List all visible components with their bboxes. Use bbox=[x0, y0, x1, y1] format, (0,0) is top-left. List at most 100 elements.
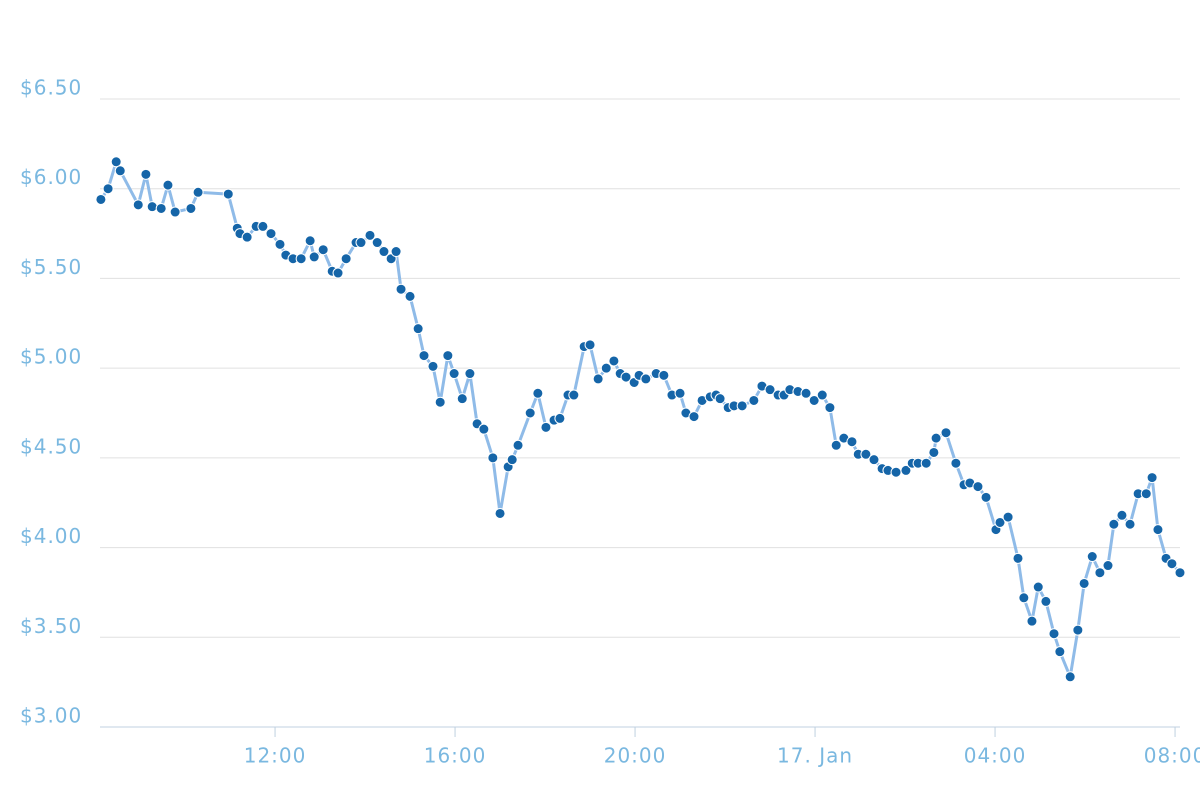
point bbox=[736, 400, 748, 412]
point bbox=[994, 516, 1006, 528]
point bbox=[169, 206, 181, 218]
point bbox=[162, 179, 174, 191]
point bbox=[265, 228, 277, 240]
point bbox=[404, 290, 416, 302]
point bbox=[620, 371, 632, 383]
x-tick-label: 20:00 bbox=[604, 744, 667, 768]
point bbox=[980, 491, 992, 503]
point bbox=[920, 457, 932, 469]
point bbox=[1146, 472, 1158, 484]
point bbox=[1116, 509, 1128, 521]
point bbox=[1086, 551, 1098, 563]
point bbox=[512, 439, 524, 451]
point bbox=[412, 323, 424, 335]
point bbox=[1032, 581, 1044, 593]
point bbox=[304, 235, 316, 247]
point bbox=[185, 202, 197, 214]
point bbox=[132, 199, 144, 211]
point bbox=[241, 231, 253, 243]
point bbox=[860, 448, 872, 460]
point bbox=[540, 421, 552, 433]
point bbox=[1152, 524, 1164, 536]
point bbox=[114, 165, 126, 177]
point bbox=[448, 368, 460, 380]
point bbox=[390, 246, 402, 258]
point bbox=[1072, 624, 1084, 636]
y-tick-label: $4.50 bbox=[20, 434, 82, 458]
point bbox=[1166, 558, 1178, 570]
point bbox=[816, 389, 828, 401]
x-tick-label: 17. Jan bbox=[777, 744, 853, 768]
point bbox=[418, 350, 430, 362]
point bbox=[506, 454, 518, 466]
point bbox=[890, 466, 902, 478]
point bbox=[950, 457, 962, 469]
point bbox=[1064, 671, 1076, 683]
point bbox=[568, 389, 580, 401]
point bbox=[1018, 592, 1030, 604]
x-tick-label: 12:00 bbox=[244, 744, 307, 768]
point bbox=[808, 394, 820, 406]
point bbox=[364, 229, 376, 241]
point bbox=[371, 237, 383, 249]
point bbox=[340, 253, 352, 265]
y-tick-label: $6.00 bbox=[20, 165, 82, 189]
point bbox=[830, 439, 842, 451]
point bbox=[110, 156, 122, 168]
y-tick-label: $6.50 bbox=[20, 76, 82, 100]
point bbox=[1040, 595, 1052, 607]
point bbox=[1174, 567, 1186, 579]
point bbox=[1054, 646, 1066, 658]
point bbox=[355, 237, 367, 249]
point bbox=[554, 412, 566, 424]
point bbox=[464, 368, 476, 380]
point bbox=[584, 339, 596, 351]
point bbox=[1108, 518, 1120, 530]
x-tick-label: 04:00 bbox=[964, 744, 1027, 768]
point bbox=[930, 432, 942, 444]
point bbox=[1140, 488, 1152, 500]
point bbox=[155, 202, 167, 214]
point bbox=[146, 201, 158, 213]
point bbox=[434, 396, 446, 408]
point bbox=[532, 387, 544, 399]
point bbox=[1102, 560, 1114, 572]
point bbox=[456, 393, 468, 405]
point bbox=[940, 427, 952, 439]
point bbox=[1026, 615, 1038, 627]
point bbox=[378, 246, 390, 258]
point bbox=[308, 251, 320, 263]
point bbox=[257, 220, 269, 232]
point bbox=[1094, 567, 1106, 579]
x-tick-label: 16:00 bbox=[424, 744, 487, 768]
point bbox=[427, 360, 439, 372]
y-tick-label: $3.00 bbox=[20, 704, 82, 728]
point bbox=[487, 452, 499, 464]
point bbox=[846, 436, 858, 448]
point bbox=[478, 423, 490, 435]
point bbox=[868, 454, 880, 466]
point bbox=[900, 464, 912, 476]
point bbox=[764, 384, 776, 396]
point bbox=[295, 253, 307, 265]
line bbox=[99, 160, 1182, 679]
point bbox=[1078, 577, 1090, 589]
point bbox=[714, 393, 726, 405]
point bbox=[748, 394, 760, 406]
point bbox=[395, 283, 407, 295]
point bbox=[658, 369, 670, 381]
point bbox=[442, 350, 454, 362]
point bbox=[494, 507, 506, 519]
point bbox=[688, 411, 700, 423]
point bbox=[332, 267, 344, 279]
point bbox=[972, 481, 984, 493]
point bbox=[592, 373, 604, 385]
point bbox=[524, 407, 536, 419]
point bbox=[192, 186, 204, 198]
point bbox=[317, 244, 329, 256]
point bbox=[140, 168, 152, 180]
point bbox=[222, 188, 234, 200]
point bbox=[824, 402, 836, 414]
x-tick-label: 08:00 bbox=[1144, 744, 1200, 768]
